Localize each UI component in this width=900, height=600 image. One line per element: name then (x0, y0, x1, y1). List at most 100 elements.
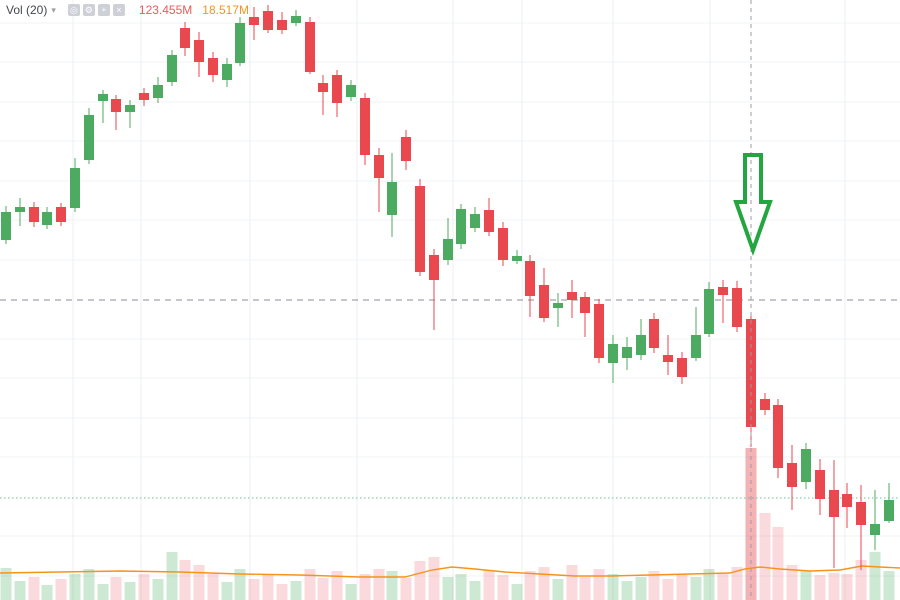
candle-body (29, 207, 39, 222)
volume-bar (786, 565, 798, 600)
candle-body (125, 105, 135, 112)
volume-bar (14, 581, 26, 600)
candle-body (401, 137, 411, 161)
volume-bar (772, 527, 784, 600)
volume-bar (276, 584, 288, 600)
volume-bar (483, 570, 495, 600)
volume-bar (442, 577, 454, 600)
candle-body (649, 319, 659, 348)
indicator-title[interactable]: Vol (20) (6, 3, 48, 17)
volume-bar (511, 584, 523, 600)
candle-body (387, 182, 397, 215)
candle-body (235, 23, 245, 63)
volume-bar (248, 579, 260, 600)
candle-body (42, 212, 52, 225)
volume-ma-line (0, 565, 900, 578)
candle-body (84, 115, 94, 160)
settings-gear-icon[interactable]: ⚙ (82, 4, 95, 16)
candle-body (677, 358, 687, 377)
candle-body (222, 64, 232, 80)
volume-bar (524, 571, 536, 600)
candle-body (263, 11, 273, 30)
candle-body (732, 288, 742, 327)
candle-body (498, 228, 508, 260)
volume-bar (193, 565, 205, 600)
volume-bar (55, 579, 67, 600)
volume-bar (345, 584, 357, 600)
candle-body (56, 207, 66, 222)
volume-bar (497, 575, 509, 600)
plus-icon[interactable]: + (97, 4, 110, 16)
volume-bar (69, 574, 81, 600)
eye-icon[interactable]: ◎ (67, 4, 80, 16)
volume-bar (234, 569, 246, 600)
candle-body (15, 207, 25, 212)
candle-body (663, 355, 673, 362)
volume-bar (386, 571, 398, 600)
candle-body (291, 16, 301, 23)
candle-body (539, 285, 549, 318)
close-icon[interactable]: × (112, 4, 125, 16)
volume-bar (566, 565, 578, 600)
volume-bar (290, 581, 302, 600)
volume-bar (621, 581, 633, 600)
volume-bar (607, 574, 619, 600)
candle-body (360, 98, 370, 155)
volume-bar (883, 571, 895, 600)
volume-bar (759, 513, 771, 600)
candle-body (512, 256, 522, 261)
candle-body (691, 335, 701, 358)
candle-body (608, 344, 618, 363)
candle-body (594, 304, 604, 358)
candle-body (704, 289, 714, 334)
candle-body (139, 93, 149, 100)
candle-body (153, 85, 163, 98)
volume-bar (28, 577, 40, 600)
volume-bar (414, 561, 426, 600)
candle-body (305, 22, 315, 72)
candle-body (443, 239, 453, 260)
volume-bar (83, 569, 95, 600)
indicator-legend: Vol (20) ▾ ◎ ⚙ + × 123.455M 18.517M (6, 3, 249, 17)
candle-body (429, 255, 439, 280)
candle-body (111, 99, 121, 112)
volume-bar (635, 577, 647, 600)
candle-body (553, 303, 563, 308)
candles-layer (1, 5, 894, 570)
candle-body (98, 94, 108, 101)
candle-body (773, 405, 783, 468)
volume-bar (207, 574, 219, 600)
volume-bar (166, 552, 178, 600)
candle-body (470, 214, 480, 228)
candle-body (746, 319, 756, 427)
volume-bar (304, 569, 316, 600)
candle-body (180, 28, 190, 48)
volume-bars (0, 448, 895, 600)
candle-body (318, 83, 328, 92)
candle-body (194, 40, 204, 62)
volume-bar (359, 574, 371, 600)
volume-bar (869, 552, 881, 600)
volume-bar (97, 584, 109, 600)
candle-body (760, 399, 770, 410)
down-arrow-annotation[interactable] (733, 153, 773, 256)
candle-body (787, 463, 797, 487)
volume-bar (648, 571, 660, 600)
candle-body (456, 209, 466, 244)
volume-bar (828, 573, 840, 600)
volume-bar (110, 577, 122, 600)
volume-bar (262, 574, 274, 600)
candle-body (580, 297, 590, 313)
chevron-down-icon[interactable]: ▾ (51, 4, 56, 15)
volume-bar (221, 582, 233, 600)
volume-bar (814, 575, 826, 600)
candle-body (856, 502, 866, 525)
volume-bar (0, 568, 12, 600)
down-arrow-fill (736, 155, 770, 250)
volume-bar (593, 569, 605, 600)
volume-bar (373, 569, 385, 600)
volume-bar (455, 574, 467, 600)
candle-body (70, 168, 80, 208)
volume-bar (800, 571, 812, 600)
